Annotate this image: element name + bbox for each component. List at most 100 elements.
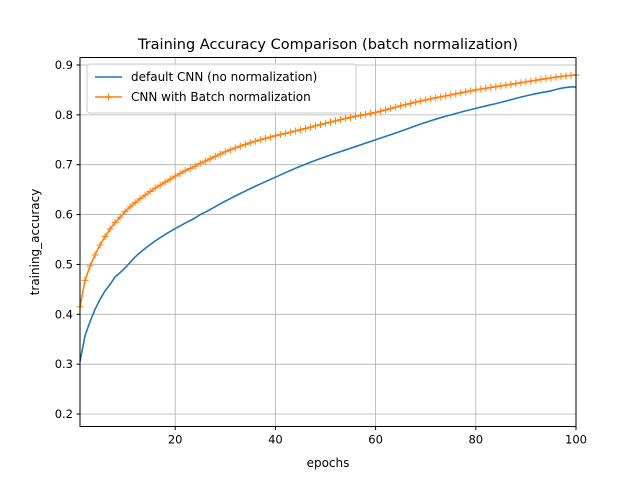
axis-ticks: 20 40 60 80 100 0.2 0.3 0.4 0.5 0.6 0.7 0.8 0.9	[55, 58, 587, 447]
data-point-marker	[91, 251, 99, 259]
data-point-marker	[362, 110, 370, 118]
data-point-marker	[286, 128, 294, 136]
data-point-marker	[342, 114, 350, 122]
data-point-marker	[332, 117, 340, 125]
data-point-marker	[427, 95, 435, 103]
data-point-marker	[472, 86, 480, 94]
data-point-marker	[196, 159, 204, 167]
legend-label-batch-norm-cnn: CNN with Batch normalization	[131, 90, 311, 104]
data-point-marker	[96, 241, 104, 249]
data-point-marker	[542, 75, 550, 83]
data-point-marker	[231, 144, 239, 152]
series-line-0	[79, 86, 577, 362]
data-point-marker	[296, 126, 304, 134]
data-point-marker	[266, 133, 274, 141]
data-point-marker	[512, 80, 520, 88]
data-point-marker	[487, 83, 495, 91]
legend-plus-marker	[105, 93, 112, 101]
data-point-marker	[517, 79, 525, 87]
data-point-marker	[507, 80, 515, 88]
data-point-marker	[106, 225, 114, 233]
plot-frame	[79, 57, 577, 427]
data-point-marker	[306, 123, 314, 131]
data-point-marker	[527, 77, 535, 85]
data-point-marker	[261, 134, 269, 142]
x-tick-label: 100	[565, 433, 587, 447]
data-point-marker	[337, 116, 345, 124]
data-point-marker	[452, 90, 460, 98]
data-point-marker	[492, 83, 500, 91]
x-axis-label: epochs	[307, 456, 350, 470]
data-point-marker	[156, 181, 164, 189]
data-point-marker	[327, 118, 335, 126]
data-point-marker	[357, 111, 365, 119]
data-point-marker	[316, 121, 324, 129]
data-point-marker	[256, 136, 264, 144]
data-point-marker	[176, 170, 184, 178]
chart-title: Training Accuracy Comparison (batch norm…	[137, 37, 518, 53]
data-point-marker	[437, 93, 445, 101]
data-point-marker	[522, 78, 530, 86]
data-point-marker	[547, 74, 555, 82]
data-point-marker	[236, 142, 244, 150]
data-point-marker	[387, 104, 395, 112]
data-point-marker	[412, 98, 420, 106]
x-tick-label: 20	[168, 433, 183, 447]
data-point-marker	[377, 107, 385, 115]
data-point-marker	[126, 203, 134, 211]
data-point-marker	[367, 109, 375, 117]
legend-marker-batch-norm-cnn	[105, 93, 112, 101]
data-point-marker	[201, 157, 209, 165]
data-point-marker	[352, 112, 360, 120]
y-tick-label: 0.3	[55, 357, 73, 371]
data-point-marker	[216, 150, 224, 158]
data-point-marker	[191, 162, 199, 170]
data-point-marker	[141, 191, 149, 199]
y-tick-label: 0.7	[55, 158, 73, 172]
data-point-marker	[281, 129, 289, 137]
data-point-marker	[116, 213, 124, 221]
data-point-marker	[552, 73, 560, 81]
data-point-marker	[181, 167, 189, 175]
data-point-marker	[221, 148, 229, 156]
y-tick-label: 0.8	[55, 108, 73, 122]
data-point-marker	[291, 127, 299, 135]
data-point-marker	[111, 219, 119, 227]
data-point-marker	[321, 119, 329, 127]
data-point-marker	[477, 85, 485, 93]
data-point-marker	[136, 195, 144, 203]
legend-label-default-cnn: default CNN (no normalization)	[131, 70, 317, 84]
data-point-marker	[497, 82, 505, 90]
data-point-marker	[121, 208, 129, 216]
data-point-marker	[86, 262, 94, 270]
data-point-marker	[462, 88, 470, 96]
y-tick-label: 0.4	[55, 307, 73, 321]
data-point-marker	[146, 188, 154, 196]
data-point-marker	[402, 101, 410, 109]
data-point-marker	[432, 94, 440, 102]
data-point-marker	[347, 113, 355, 121]
data-point-marker	[562, 72, 570, 80]
data-point-marker	[407, 99, 415, 107]
y-tick-label: 0.9	[55, 58, 73, 72]
x-tick-label: 40	[268, 433, 283, 447]
legend-box	[86, 63, 357, 114]
data-point-marker	[81, 276, 89, 284]
data-point-marker	[226, 146, 234, 154]
data-point-marker	[457, 89, 465, 97]
data-point-marker	[557, 72, 565, 80]
data-point-marker	[467, 87, 475, 95]
data-point-marker	[151, 184, 159, 192]
data-point-marker	[311, 122, 319, 130]
y-tick-label: 0.2	[55, 407, 73, 421]
data-point-marker	[502, 81, 510, 89]
data-point-marker	[301, 125, 309, 133]
data-point-marker	[537, 75, 545, 83]
data-point-marker	[211, 152, 219, 160]
data-point-marker	[417, 97, 425, 105]
y-tick-label: 0.6	[55, 208, 73, 222]
data-point-marker	[246, 139, 254, 147]
data-point-marker	[251, 137, 259, 145]
series-markers-1	[76, 71, 580, 311]
data-point-marker	[276, 131, 284, 139]
